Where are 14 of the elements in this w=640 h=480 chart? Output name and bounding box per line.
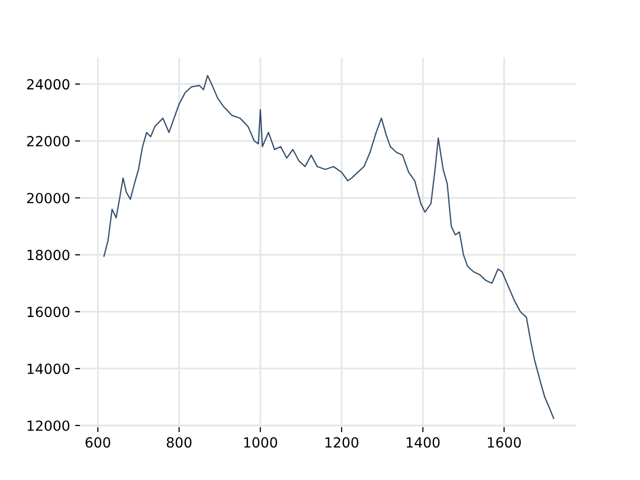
x-tick-label: 1200 <box>325 437 358 448</box>
x-tick-label: 1400 <box>406 437 440 448</box>
x-tick-label: 1600 <box>488 437 521 448</box>
y-tick-label: 14000 <box>28 364 70 374</box>
y-tick-label: 18000 <box>28 250 70 260</box>
y-tick-label: 20000 <box>27 192 70 204</box>
y-tick-label: 24000 <box>27 79 70 90</box>
y-tick-label: 22000 <box>27 136 70 146</box>
x-tick-label: 600 <box>86 437 110 448</box>
line-series <box>103 74 554 420</box>
x-tick-label: 800 <box>166 437 192 448</box>
y-tick-label: 12000 <box>28 420 70 431</box>
x-tick-label: 1000 <box>244 437 278 448</box>
y-tick-label: 16000 <box>28 306 70 318</box>
